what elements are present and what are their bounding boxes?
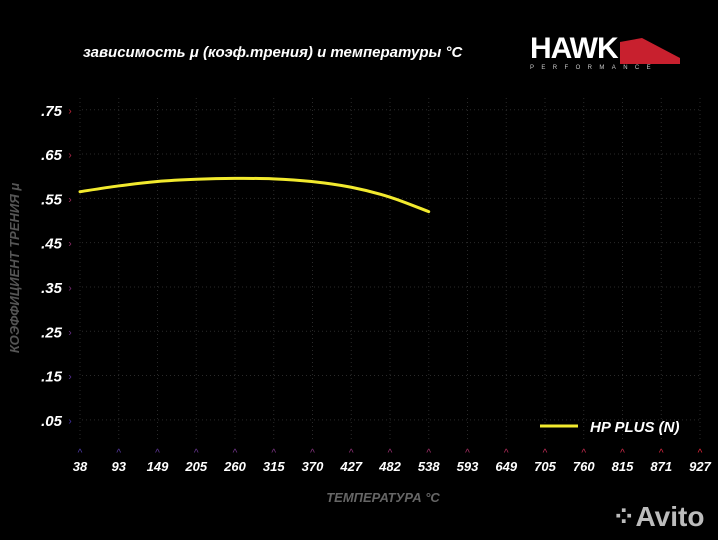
x-tick-label: 482	[378, 459, 401, 474]
series-line-hp-plus	[78, 176, 431, 214]
x-tick-label: 315	[263, 459, 285, 474]
y-tick-label: .55	[41, 191, 63, 208]
grid	[79, 98, 702, 440]
x-tick-arrow: ^	[504, 448, 509, 459]
x-tick-label: 815	[612, 459, 634, 474]
x-tick-arrow: ^	[620, 448, 625, 459]
x-tick-label: 760	[573, 459, 595, 474]
y-tick-label: .75	[41, 103, 63, 120]
x-tick-arrow: ^	[581, 448, 586, 459]
y-tick-arrow: ›	[68, 327, 71, 338]
x-tick-label: 427	[339, 459, 362, 474]
x-tick-arrow: ^	[388, 448, 393, 459]
x-tick-arrow: ^	[233, 448, 238, 459]
x-tick-label: 649	[495, 459, 517, 474]
x-tick-label: 260	[223, 459, 246, 474]
x-tick-arrow: ^	[465, 448, 470, 459]
hawk-logo: HAWK PERFORMANCE	[530, 34, 680, 71]
y-tick-label: .25	[41, 324, 63, 341]
y-tick-label: .45	[41, 236, 63, 253]
logo-text: HAWK	[530, 32, 619, 65]
x-tick-arrow: ^	[426, 448, 431, 459]
x-tick-label: 93	[112, 459, 127, 474]
x-tick-arrow: ^	[659, 448, 664, 459]
x-tick-arrow: ^	[271, 448, 276, 459]
x-tick-label: 149	[147, 459, 169, 474]
x-tick-label: 205	[184, 459, 207, 474]
x-tick-label: 871	[650, 459, 672, 474]
x-tick-label: 38	[73, 459, 88, 474]
x-tick-label: 593	[457, 459, 479, 474]
wing-icon	[619, 38, 680, 64]
y-tick-arrow: ›	[68, 416, 71, 427]
x-tick-arrow: ^	[698, 448, 703, 459]
x-tick-arrow: ^	[543, 448, 548, 459]
y-tick-arrow: ›	[68, 372, 71, 383]
x-tick-label: 370	[302, 459, 324, 474]
y-tick-label: .15	[41, 369, 63, 386]
y-axis-label: КОЭФФИЦИЕНТ ТРЕНИЯ μ	[7, 183, 22, 353]
avito-dots-icon: ⁘	[612, 501, 636, 532]
avito-watermark: ⁘Avito	[612, 501, 705, 532]
x-tick-arrow: ^	[194, 448, 199, 459]
x-axis-label: ТЕМПЕРАТУРА °C	[326, 490, 440, 505]
x-tick-label: 927	[689, 459, 711, 474]
x-tick-arrow: ^	[349, 448, 354, 459]
legend-label: HP PLUS (N)	[590, 419, 679, 436]
x-tick-label: 705	[534, 459, 556, 474]
y-tick-label: .65	[41, 147, 63, 164]
y-tick-label: .05	[41, 413, 63, 430]
x-tick-label: 538	[418, 459, 440, 474]
x-tick-arrow: ^	[78, 448, 83, 459]
x-tick-arrow: ^	[155, 448, 160, 459]
y-tick-arrow: ›	[68, 106, 71, 117]
y-tick-arrow: ›	[68, 239, 71, 250]
logo-tagline: PERFORMANCE	[530, 65, 659, 71]
x-tick-arrow: ^	[310, 448, 315, 459]
y-tick-arrow: ›	[68, 150, 71, 161]
chart-title: зависимость μ (коэф.трения) и температур…	[83, 44, 463, 61]
y-tick-arrow: ›	[68, 194, 71, 205]
legend: HP PLUS (N)	[540, 419, 679, 436]
y-tick-arrow: ›	[68, 283, 71, 294]
x-tick-arrow: ^	[116, 448, 121, 459]
y-tick-label: .35	[41, 280, 63, 297]
